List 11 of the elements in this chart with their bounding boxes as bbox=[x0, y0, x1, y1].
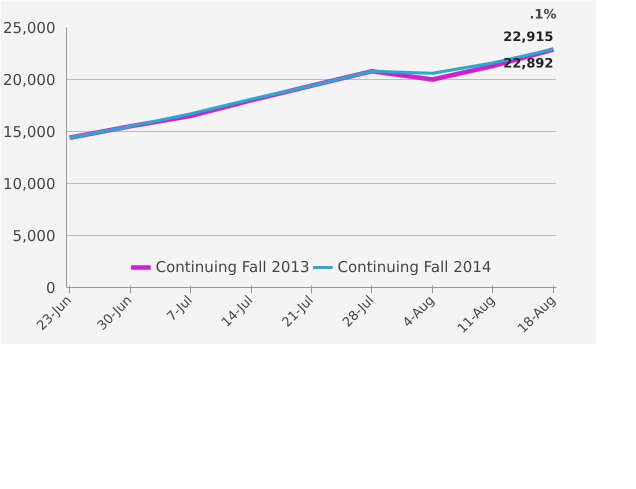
y-tick-label: 10,000 bbox=[3, 175, 56, 193]
text: .1% bbox=[529, 8, 557, 22]
y-tick-label: 25,000 bbox=[3, 19, 56, 37]
legend-label: Continuing Fall 2013 bbox=[156, 258, 310, 276]
y-tick-label: 5,000 bbox=[12, 227, 56, 245]
y-tick-label: 15,000 bbox=[3, 123, 56, 141]
y-tick-label: 20,000 bbox=[3, 71, 56, 89]
data-label: 22,892 bbox=[503, 56, 554, 72]
y-tick-label: 0 bbox=[46, 279, 56, 297]
data-label: 22,915 bbox=[503, 30, 554, 46]
legend-label: Continuing Fall 2014 bbox=[338, 258, 492, 276]
